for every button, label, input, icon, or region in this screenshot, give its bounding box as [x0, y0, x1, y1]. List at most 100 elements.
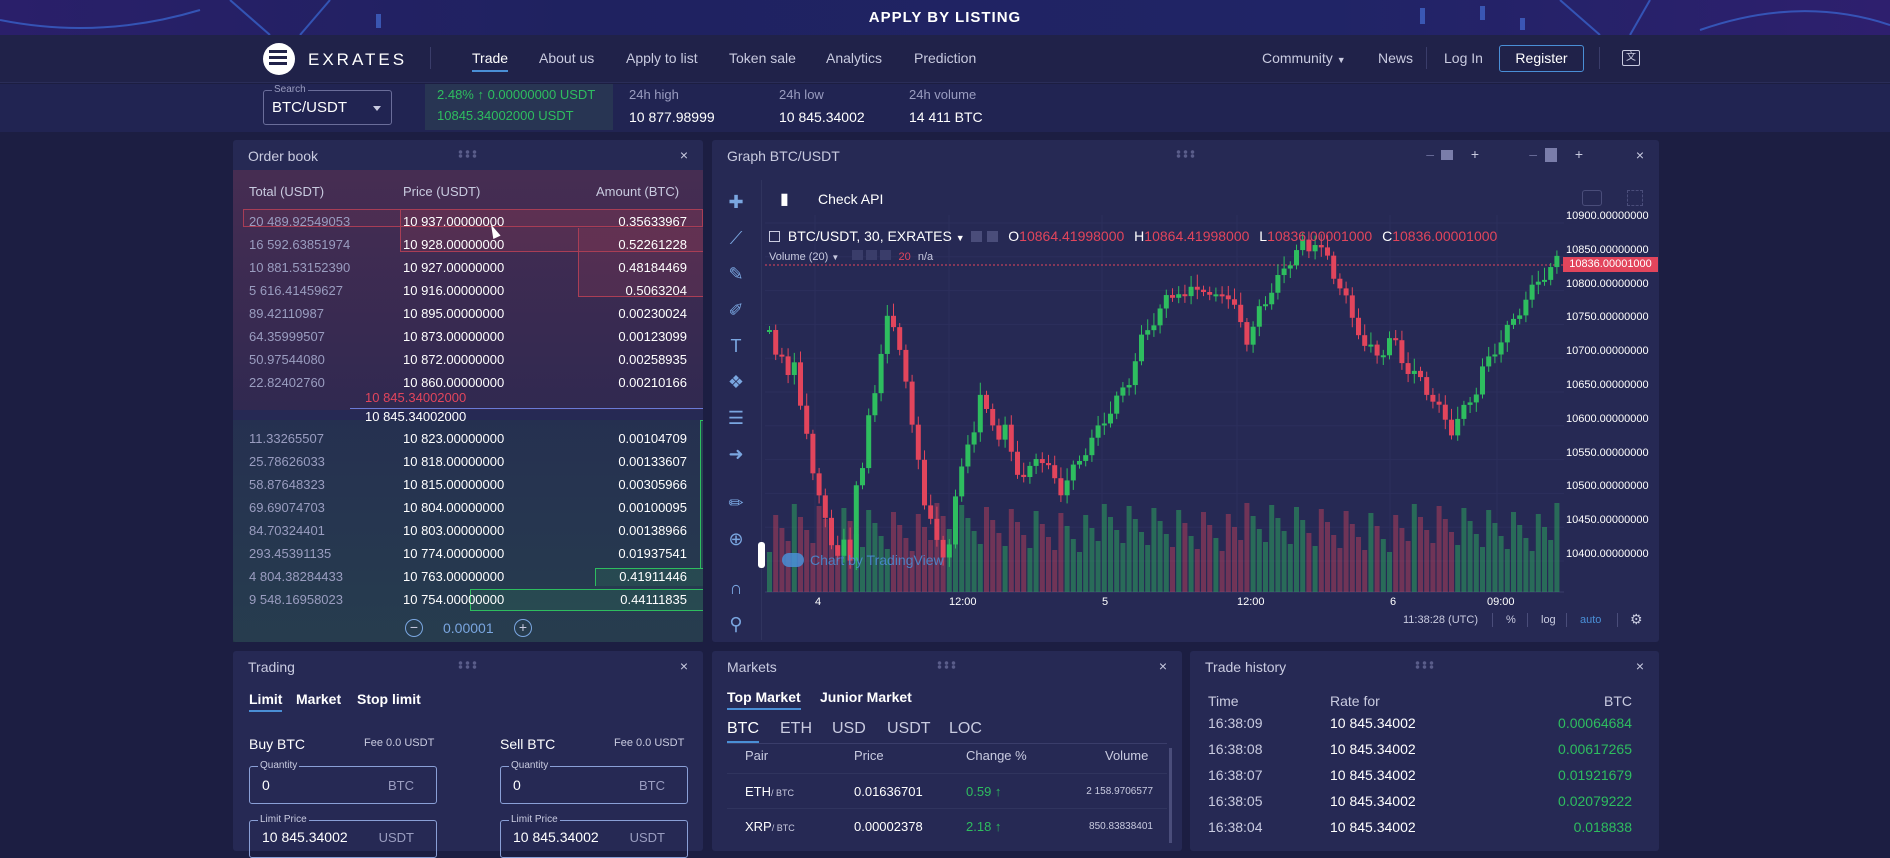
remove-small-icon[interactable] [880, 250, 892, 260]
add-icon[interactable]: + [1574, 146, 1583, 162]
mid-price-white[interactable]: 10 845.34002000 [365, 409, 467, 424]
exrates-logo-icon[interactable] [263, 43, 295, 75]
nav-prediction[interactable]: Prediction [914, 50, 977, 66]
orderbook-row[interactable]: 293.45391135 10 774.00000000 0.01937541 [233, 542, 703, 565]
col-pair[interactable]: Pair [745, 748, 769, 763]
orderbook-row[interactable]: 25.78626033 10 818.00000000 0.00133607 [233, 450, 703, 473]
chart-settings-icon[interactable]: ⚙ [1630, 611, 1643, 627]
nav-news[interactable]: News [1378, 50, 1414, 66]
tab-limit[interactable]: Limit [249, 691, 283, 712]
orderbook-row[interactable]: 84.70324401 10 803.00000000 0.00138966 [233, 519, 703, 542]
currency-tab-usdt[interactable]: USDT [887, 720, 931, 737]
tab-stop-limit[interactable]: Stop limit [357, 691, 421, 707]
sell-limit-price-field[interactable]: Limit Price 10 845.34002 USDT [500, 814, 688, 858]
drag-handle-icon[interactable] [936, 661, 958, 669]
tradingview-watermark[interactable]: Chart by TradingView [782, 552, 944, 568]
fullscreen-icon[interactable] [1627, 190, 1643, 206]
currency-tab-usd[interactable]: USD [832, 720, 866, 737]
layout-wide-icon[interactable] [1441, 150, 1453, 160]
hide-small-icon[interactable] [987, 231, 999, 242]
lock-icon[interactable]: ⚲ [729, 614, 743, 634]
close-icon[interactable]: × [679, 658, 688, 674]
fib-tool-icon[interactable]: ✎ [728, 264, 744, 284]
currency-tab-eth[interactable]: ETH [780, 720, 812, 737]
eye-icon[interactable] [852, 250, 864, 260]
magnet-icon[interactable]: ∩ [729, 578, 743, 598]
settings-small-icon[interactable] [866, 250, 878, 260]
drag-handle-icon[interactable] [457, 150, 479, 158]
price-axis[interactable]: 10900.00000000 10850.00000000 10800.000000… [1566, 210, 1659, 590]
banner-title[interactable]: APPLY BY LISTING [868, 9, 1022, 26]
orderbook-row[interactable]: 64.35999507 10 873.00000000 0.00123099 [233, 325, 703, 348]
sell-quantity-field[interactable]: Quantity 0 BTC [500, 760, 688, 804]
orderbook-row[interactable]: 10 881.53152390 10 927.00000000 0.48184469 [233, 256, 703, 279]
auto-scale-toggle[interactable]: auto [1580, 614, 1602, 626]
close-icon[interactable]: × [1635, 658, 1644, 674]
close-icon[interactable]: × [1635, 147, 1644, 163]
text-tool-icon[interactable]: T [730, 336, 742, 356]
trend-line-icon[interactable]: ⟋ [729, 228, 743, 248]
market-row[interactable]: XRP/ BTC 0.00002378 2.18 ↑ 850.83838401 [727, 808, 1167, 842]
mid-price-red[interactable]: 10 845.34002000 [365, 390, 467, 405]
log-scale-toggle[interactable]: log [1541, 614, 1556, 626]
nav-community[interactable]: Community ▼ [1262, 50, 1346, 66]
add-icon[interactable]: + [1470, 146, 1479, 162]
market-row[interactable]: ETH/ BTC 0.01636701 0.59 ↑ 2 158.9706577 [727, 773, 1167, 807]
collapse-legend-icon[interactable] [769, 231, 780, 242]
language-icon[interactable]: 文 [1622, 50, 1640, 66]
collapse-toolbar-handle[interactable] [758, 542, 765, 568]
orderbook-row[interactable]: 89.42110987 10 895.00000000 0.00230024 [233, 302, 703, 325]
drag-handle-icon[interactable] [457, 661, 479, 669]
orderbook-row[interactable]: 5 616.41459627 10 916.00000000 0.5063204 [233, 279, 703, 302]
nav-token-sale[interactable]: Token sale [729, 50, 796, 66]
logo-text[interactable]: EXRATES [308, 50, 408, 69]
minimize-icon[interactable]: – [1529, 146, 1537, 162]
currency-tab-loc[interactable]: LOC [949, 720, 982, 737]
tab-junior-market[interactable]: Junior Market [820, 689, 912, 705]
check-api-button[interactable]: Check API [818, 191, 884, 207]
drag-handle-icon[interactable] [1413, 661, 1436, 669]
close-icon[interactable]: × [1158, 658, 1167, 674]
register-button[interactable]: Register [1499, 45, 1584, 72]
col-price[interactable]: Price [854, 748, 884, 763]
drag-handle-icon[interactable] [1174, 150, 1197, 158]
orderbook-row[interactable]: 22.82402760 10 860.00000000 0.00210166 [233, 371, 703, 394]
brush-icon[interactable]: ✐ [728, 300, 744, 320]
col-volume[interactable]: Volume [1105, 748, 1149, 763]
zoom-in-icon[interactable]: ⊕ [728, 529, 744, 549]
pattern-icon[interactable]: ❖ [727, 372, 745, 392]
login-link[interactable]: Log In [1444, 50, 1483, 66]
orderbook-row[interactable]: 11.33265507 10 823.00000000 0.00104709 [233, 427, 703, 450]
orderbook-row[interactable]: 9 548.16958023 10 754.00000000 0.44111835 [233, 588, 703, 611]
orderbook-row[interactable]: 20 489.92549053 10 937.00000000 0.35633967 [233, 210, 703, 233]
crosshair-icon[interactable]: ✚ [728, 192, 744, 212]
tab-top-market[interactable]: Top Market [727, 689, 801, 710]
back-arrow-icon[interactable]: ➜ [728, 444, 744, 464]
orderbook-row[interactable]: 50.97544080 10 872.00000000 0.00258935 [233, 348, 703, 371]
orderbook-row[interactable]: 58.87648323 10 815.00000000 0.00305966 [233, 473, 703, 496]
nav-apply-to-list[interactable]: Apply to list [626, 50, 698, 66]
percent-scale-toggle[interactable]: % [1506, 614, 1516, 626]
currency-tab-btc[interactable]: BTC [727, 720, 759, 743]
ruler-icon[interactable]: ✏ [728, 493, 744, 513]
markets-scrollbar[interactable] [1169, 748, 1172, 843]
step-increase-icon[interactable]: + [514, 619, 532, 637]
measure-icon[interactable]: ☰ [727, 408, 745, 428]
col-change[interactable]: Change % [966, 748, 1027, 763]
symbol-label[interactable]: BTC/USDT, 30, EXRATES [787, 228, 952, 244]
nav-trade[interactable]: Trade [472, 50, 509, 72]
pair-search-select[interactable]: Search BTC/USDT [263, 84, 392, 125]
buy-quantity-field[interactable]: Quantity 0 BTC [249, 760, 437, 804]
tab-market[interactable]: Market [296, 691, 342, 707]
orderbook-row[interactable]: 69.69074703 10 804.00000000 0.00100095 [233, 496, 703, 519]
nav-about-us[interactable]: About us [539, 50, 595, 66]
minimize-icon[interactable]: – [1426, 146, 1434, 162]
camera-icon[interactable] [1582, 190, 1602, 206]
orderbook-row[interactable]: 16 592.63851974 10 928.00000000 0.52261228 [233, 233, 703, 256]
promo-banner[interactable]: APPLY BY LISTING [0, 0, 1890, 35]
step-decrease-icon[interactable]: − [405, 619, 423, 637]
volume-label[interactable]: Volume (20) [769, 251, 829, 263]
settings-small-icon[interactable] [970, 231, 982, 242]
layout-tall-icon[interactable] [1545, 148, 1557, 162]
close-icon[interactable]: × [679, 147, 688, 163]
